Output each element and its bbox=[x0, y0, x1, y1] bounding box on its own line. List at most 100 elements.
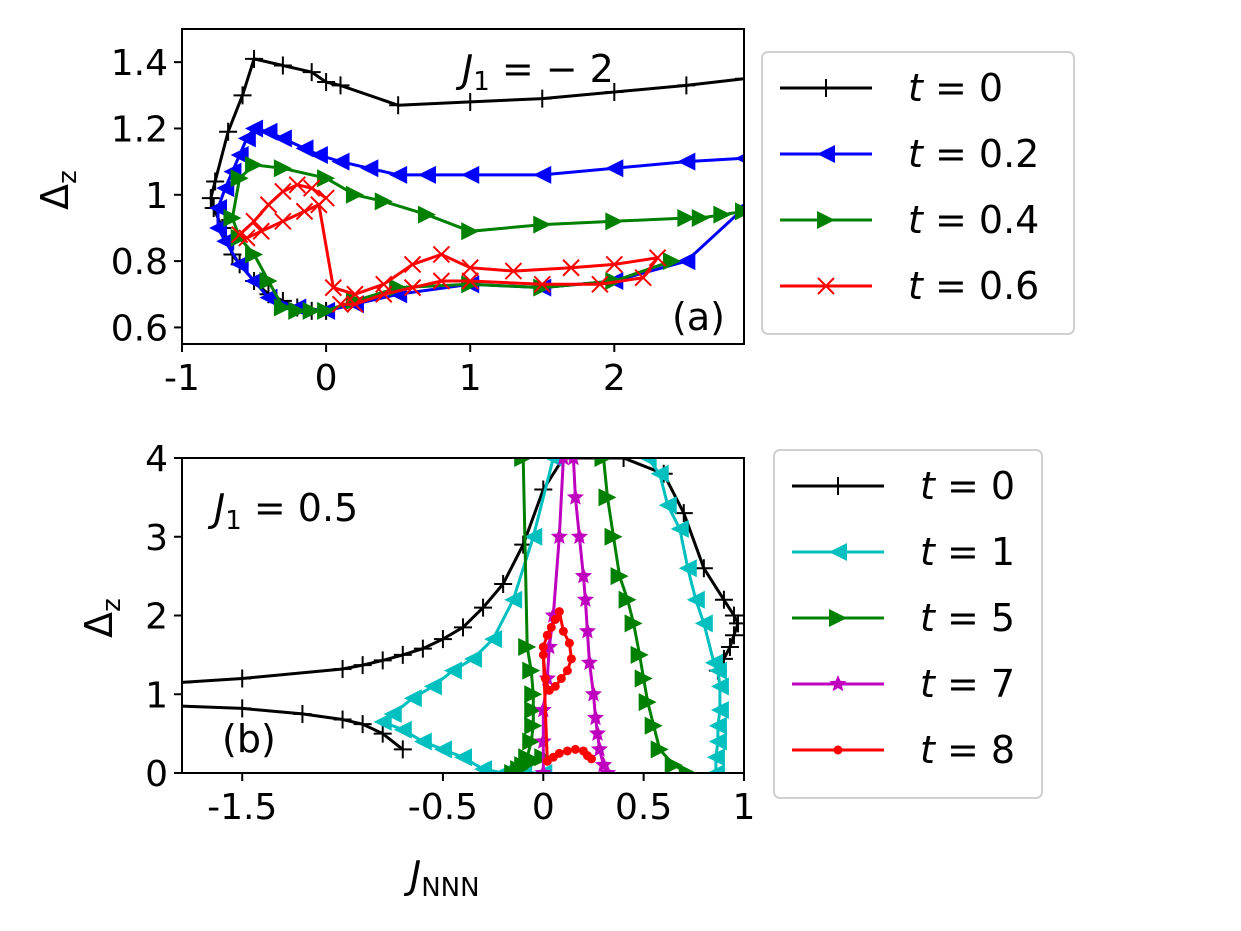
data-point bbox=[544, 685, 554, 695]
data-point bbox=[598, 488, 617, 507]
data-point bbox=[570, 744, 580, 754]
y-tick-label: 2 bbox=[145, 597, 168, 638]
data-point bbox=[413, 732, 432, 751]
data-point bbox=[375, 285, 393, 303]
data-point bbox=[274, 212, 292, 231]
data-point bbox=[216, 232, 235, 251]
data-point bbox=[201, 189, 220, 208]
data-point bbox=[678, 764, 697, 773]
legend-label: t = 0.6 bbox=[908, 264, 1039, 308]
panel-a-legend-box bbox=[761, 51, 1075, 335]
legend-entry-t0.2: t = 0.2 bbox=[780, 132, 1039, 176]
data-point bbox=[245, 119, 264, 138]
data-point bbox=[474, 760, 493, 773]
data-point bbox=[644, 716, 663, 735]
data-point bbox=[618, 590, 637, 609]
data-point bbox=[691, 209, 710, 227]
legend-marker bbox=[829, 675, 847, 692]
data-point bbox=[238, 229, 256, 247]
legend-entry-t0.6: t = 0.6 bbox=[780, 264, 1039, 308]
series-1 bbox=[638, 458, 729, 773]
data-point bbox=[533, 89, 552, 108]
data-point bbox=[605, 212, 624, 231]
data-point bbox=[708, 716, 727, 735]
data-point bbox=[317, 73, 336, 92]
data-point bbox=[558, 458, 569, 466]
data-point bbox=[710, 677, 729, 696]
data-point bbox=[373, 712, 392, 731]
data-point bbox=[554, 748, 564, 758]
data-point bbox=[333, 660, 352, 679]
data-point bbox=[533, 275, 551, 294]
x-tick-label: -1.5 bbox=[207, 787, 277, 828]
data-point bbox=[546, 622, 556, 632]
legend-marker bbox=[817, 145, 835, 163]
data-point bbox=[677, 209, 696, 227]
legend-label: t = 0 bbox=[920, 464, 1015, 508]
data-point bbox=[230, 169, 249, 188]
data-point bbox=[538, 642, 548, 652]
data-point bbox=[544, 458, 563, 467]
data-point bbox=[432, 245, 451, 264]
data-point bbox=[735, 69, 744, 88]
data-point bbox=[417, 165, 436, 184]
panel-b-annotation: J1 = 0.5 bbox=[207, 486, 358, 536]
data-point bbox=[664, 756, 683, 773]
data-point bbox=[345, 185, 364, 204]
data-point bbox=[273, 159, 292, 178]
data-point bbox=[522, 732, 541, 751]
data-point bbox=[209, 218, 228, 237]
data-point bbox=[209, 199, 228, 218]
data-point bbox=[310, 196, 328, 214]
series-0.6 bbox=[230, 176, 667, 313]
data-point bbox=[714, 590, 733, 609]
data-point bbox=[524, 716, 543, 735]
data-point bbox=[578, 622, 596, 639]
data-point bbox=[542, 630, 552, 640]
data-point bbox=[586, 708, 604, 726]
data-point bbox=[558, 626, 568, 636]
x-tick-label: 1 bbox=[733, 787, 756, 828]
legend-marker bbox=[829, 543, 847, 561]
data-point bbox=[713, 205, 732, 224]
data-point bbox=[237, 129, 256, 148]
x-tick-label: 1 bbox=[459, 358, 482, 399]
data-point bbox=[461, 222, 480, 241]
series-line bbox=[182, 704, 404, 751]
data-point bbox=[333, 710, 352, 729]
data-point bbox=[461, 272, 479, 290]
series-8 bbox=[538, 607, 596, 766]
data-point bbox=[674, 504, 693, 523]
data-point bbox=[574, 567, 592, 584]
panel-a-legend: t = 0 t = 0.2 t = 0.4 t = 0.6 bbox=[761, 51, 1075, 335]
x-tick-label: -0.5 bbox=[408, 787, 478, 828]
legend-label: t = 5 bbox=[920, 596, 1015, 640]
legend-label: t = 1 bbox=[920, 530, 1015, 574]
data-point bbox=[259, 122, 278, 141]
data-point bbox=[233, 86, 252, 105]
data-point bbox=[233, 699, 252, 718]
x-tick-label: 2 bbox=[603, 358, 626, 399]
data-point bbox=[524, 527, 543, 546]
data-point bbox=[514, 535, 533, 554]
data-point bbox=[317, 169, 336, 188]
data-point bbox=[708, 661, 727, 680]
y-tick-label: 3 bbox=[145, 518, 168, 559]
data-point bbox=[373, 651, 392, 670]
y-tick-label: 1 bbox=[145, 675, 168, 716]
data-point bbox=[182, 673, 191, 692]
data-point bbox=[474, 598, 493, 617]
data-point bbox=[724, 606, 743, 625]
data-point bbox=[650, 740, 669, 759]
panel-b-legend: t = 0 t = 1 t = 5 t = 7 t = 8 bbox=[773, 449, 1043, 799]
data-point bbox=[331, 152, 350, 171]
data-point bbox=[259, 272, 278, 290]
data-point bbox=[464, 649, 483, 668]
y-tick-label: 0.6 bbox=[111, 308, 168, 349]
data-point bbox=[588, 724, 606, 741]
data-point bbox=[504, 590, 523, 609]
data-point bbox=[591, 275, 609, 294]
data-point bbox=[346, 295, 364, 313]
series-line bbox=[230, 163, 744, 313]
